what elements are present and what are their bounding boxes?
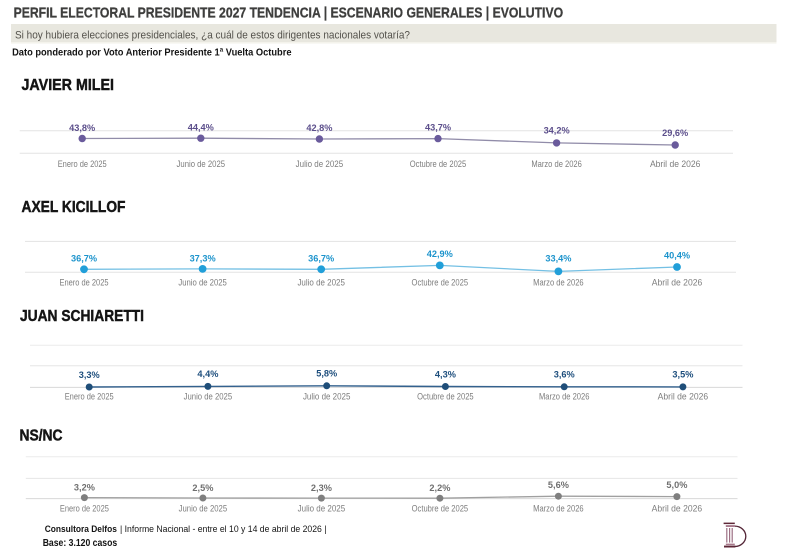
svg-text:Abril de 2026: Abril de 2026 [652, 277, 703, 287]
svg-text:Enero de 2025: Enero de 2025 [60, 277, 109, 287]
svg-text:Consultora Delfos: Consultora Delfos [45, 524, 117, 534]
svg-text:2,2%: 2,2% [429, 483, 450, 493]
svg-text:3,2%: 3,2% [74, 483, 95, 493]
svg-text:4,3%: 4,3% [435, 369, 456, 379]
svg-text:Julio de 2025: Julio de 2025 [296, 159, 344, 169]
svg-text:33,4%: 33,4% [545, 253, 571, 263]
svg-text:Abril de 2026: Abril de 2026 [650, 159, 701, 169]
svg-text:44,4%: 44,4% [188, 123, 214, 133]
svg-text:43,8%: 43,8% [69, 123, 95, 133]
svg-text:Julio de 2025: Julio de 2025 [303, 392, 351, 402]
svg-text:43,7%: 43,7% [425, 123, 451, 133]
svg-text:Marzo de 2026: Marzo de 2026 [533, 504, 584, 514]
svg-text:Marzo de 2026: Marzo de 2026 [539, 392, 590, 402]
svg-text:34,2%: 34,2% [544, 125, 570, 135]
svg-text:Enero de 2025: Enero de 2025 [58, 159, 107, 169]
svg-text:Junio de 2025: Junio de 2025 [184, 392, 233, 402]
svg-text:Dato ponderado por Voto Anteri: Dato ponderado por Voto Anterior Preside… [12, 47, 292, 58]
svg-text:Junio de 2025: Junio de 2025 [178, 277, 227, 287]
svg-text:Marzo de 2026: Marzo de 2026 [533, 277, 584, 287]
svg-text:Abril de 2026: Abril de 2026 [652, 504, 703, 514]
svg-text:42,9%: 42,9% [427, 249, 453, 259]
svg-text:Junio de 2025: Junio de 2025 [177, 159, 226, 169]
svg-text:Marzo de 2026: Marzo de 2026 [531, 159, 582, 169]
svg-text:Abril de 2026: Abril de 2026 [658, 392, 709, 402]
svg-text:36,7%: 36,7% [71, 254, 97, 264]
svg-text:JUAN SCHIARETTI: JUAN SCHIARETTI [20, 308, 144, 325]
svg-text:Enero de 2025: Enero de 2025 [65, 392, 114, 402]
svg-text:Octubre de 2025: Octubre de 2025 [410, 159, 467, 169]
svg-text:AXEL KICILLOF: AXEL KICILLOF [22, 199, 126, 216]
svg-text:36,7%: 36,7% [308, 254, 334, 264]
svg-text:4,4%: 4,4% [197, 369, 218, 379]
svg-text:Julio de 2025: Julio de 2025 [298, 504, 346, 514]
svg-text:3,5%: 3,5% [672, 370, 693, 380]
svg-text:3,6%: 3,6% [554, 370, 575, 380]
svg-text:2,3%: 2,3% [311, 483, 332, 493]
svg-text:2,5%: 2,5% [192, 483, 213, 493]
svg-text:Junio de 2025: Junio de 2025 [179, 504, 228, 514]
svg-text:Octubre de 2025: Octubre de 2025 [412, 277, 469, 287]
svg-text:Octubre de 2025: Octubre de 2025 [417, 392, 474, 402]
svg-text:Octubre de 2025: Octubre de 2025 [412, 504, 469, 514]
svg-text:Base: 3.120 casos: Base: 3.120 casos [43, 538, 118, 549]
svg-text:Enero de 2025: Enero de 2025 [60, 504, 109, 514]
svg-text:JAVIER MILEI: JAVIER MILEI [22, 77, 115, 94]
svg-text:40,4%: 40,4% [664, 250, 690, 260]
svg-text:PERFIL ELECTORAL PRESIDENTE 20: PERFIL ELECTORAL PRESIDENTE 2027 TENDENC… [14, 5, 564, 21]
svg-text:| Informe Nacional - entre el: | Informe Nacional - entre el 10 y 14 de… [120, 524, 327, 534]
svg-text:5,8%: 5,8% [316, 369, 337, 379]
svg-text:37,3%: 37,3% [190, 253, 216, 263]
svg-text:42,8%: 42,8% [306, 123, 332, 133]
svg-text:5,0%: 5,0% [666, 480, 687, 490]
svg-text:5,6%: 5,6% [548, 480, 569, 490]
svg-text:Julio de 2025: Julio de 2025 [297, 277, 345, 287]
svg-text:3,3%: 3,3% [79, 370, 100, 380]
svg-text:NS/NC: NS/NC [20, 427, 63, 444]
svg-text:29,6%: 29,6% [662, 128, 688, 138]
svg-text:Si hoy hubiera elecciones pres: Si hoy hubiera elecciones presidenciales… [15, 29, 410, 41]
